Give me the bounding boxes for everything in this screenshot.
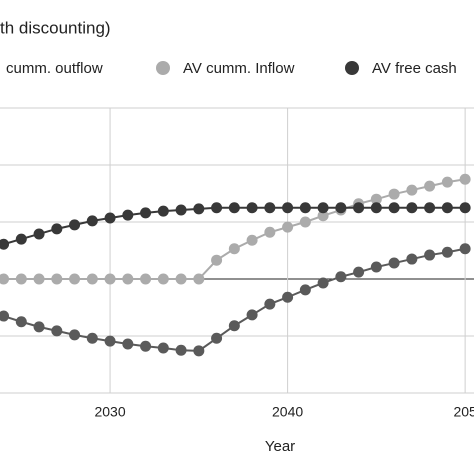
data-point bbox=[353, 202, 365, 214]
data-point bbox=[0, 310, 10, 322]
data-point bbox=[104, 273, 116, 285]
data-point bbox=[424, 249, 436, 261]
data-point bbox=[140, 340, 152, 352]
legend-marker bbox=[156, 61, 170, 75]
data-point bbox=[175, 344, 187, 356]
data-point bbox=[15, 273, 27, 285]
data-point bbox=[51, 273, 63, 285]
x-tick-label: 205 bbox=[453, 404, 474, 420]
data-point bbox=[104, 335, 116, 347]
data-point bbox=[228, 320, 240, 332]
data-point bbox=[157, 205, 169, 217]
data-point bbox=[86, 332, 98, 344]
data-point bbox=[388, 188, 400, 200]
data-point bbox=[86, 273, 98, 285]
data-point bbox=[299, 216, 311, 228]
data-point bbox=[157, 273, 169, 285]
data-point bbox=[264, 298, 276, 310]
data-point bbox=[406, 184, 418, 196]
data-point bbox=[122, 273, 134, 285]
data-point bbox=[388, 257, 400, 269]
data-point bbox=[140, 207, 152, 219]
data-point bbox=[317, 202, 329, 214]
data-point bbox=[122, 209, 134, 221]
data-point bbox=[193, 273, 205, 285]
data-point bbox=[33, 273, 45, 285]
data-point bbox=[353, 266, 365, 278]
data-point bbox=[282, 291, 294, 303]
data-point bbox=[459, 173, 471, 185]
data-point bbox=[175, 273, 187, 285]
data-point bbox=[0, 238, 10, 250]
data-point bbox=[228, 243, 240, 255]
data-point bbox=[51, 325, 63, 337]
data-point bbox=[0, 273, 10, 285]
data-point bbox=[264, 202, 276, 214]
data-point bbox=[335, 271, 347, 283]
x-tick-label: 2030 bbox=[94, 404, 125, 420]
data-point bbox=[15, 316, 27, 328]
legend-label: AV cumm. Inflow bbox=[183, 60, 295, 77]
data-point bbox=[459, 202, 471, 214]
data-point bbox=[175, 204, 187, 216]
chart-title: th discounting) bbox=[0, 18, 111, 37]
data-point bbox=[246, 309, 258, 321]
data-point bbox=[388, 202, 400, 214]
data-point bbox=[122, 338, 134, 350]
data-point bbox=[211, 332, 223, 344]
data-point bbox=[33, 228, 45, 240]
data-point bbox=[299, 284, 311, 296]
legend-label: AV free cash bbox=[372, 60, 457, 77]
data-point bbox=[157, 342, 169, 354]
data-point bbox=[335, 202, 347, 214]
data-point bbox=[33, 321, 45, 333]
data-point bbox=[317, 277, 329, 289]
data-point bbox=[86, 215, 98, 227]
data-point bbox=[51, 223, 63, 235]
data-point bbox=[459, 243, 471, 255]
data-point bbox=[441, 176, 453, 188]
data-point bbox=[69, 273, 81, 285]
data-point bbox=[15, 233, 27, 245]
data-point bbox=[264, 226, 276, 238]
data-point bbox=[246, 202, 258, 214]
data-point bbox=[104, 212, 116, 224]
data-point bbox=[211, 202, 223, 214]
data-point bbox=[299, 202, 311, 214]
data-point bbox=[317, 210, 329, 222]
data-point bbox=[370, 193, 382, 205]
data-point bbox=[424, 180, 436, 192]
data-point bbox=[370, 202, 382, 214]
data-point bbox=[69, 219, 81, 231]
data-point bbox=[370, 261, 382, 273]
legend-marker bbox=[345, 61, 359, 75]
data-point bbox=[282, 202, 294, 214]
x-axis-label: Year bbox=[265, 438, 295, 455]
data-point bbox=[406, 202, 418, 214]
data-point bbox=[193, 203, 205, 215]
data-point bbox=[406, 253, 418, 265]
data-point bbox=[441, 246, 453, 258]
data-point bbox=[441, 202, 453, 214]
data-point bbox=[246, 234, 258, 246]
legend-label: cumm. outflow bbox=[6, 60, 103, 77]
data-point bbox=[282, 221, 294, 233]
x-tick-label: 2040 bbox=[272, 404, 303, 420]
data-point bbox=[211, 254, 223, 266]
data-point bbox=[424, 202, 436, 214]
data-point bbox=[193, 345, 205, 357]
data-point bbox=[140, 273, 152, 285]
data-point bbox=[69, 329, 81, 341]
data-point bbox=[228, 202, 240, 214]
